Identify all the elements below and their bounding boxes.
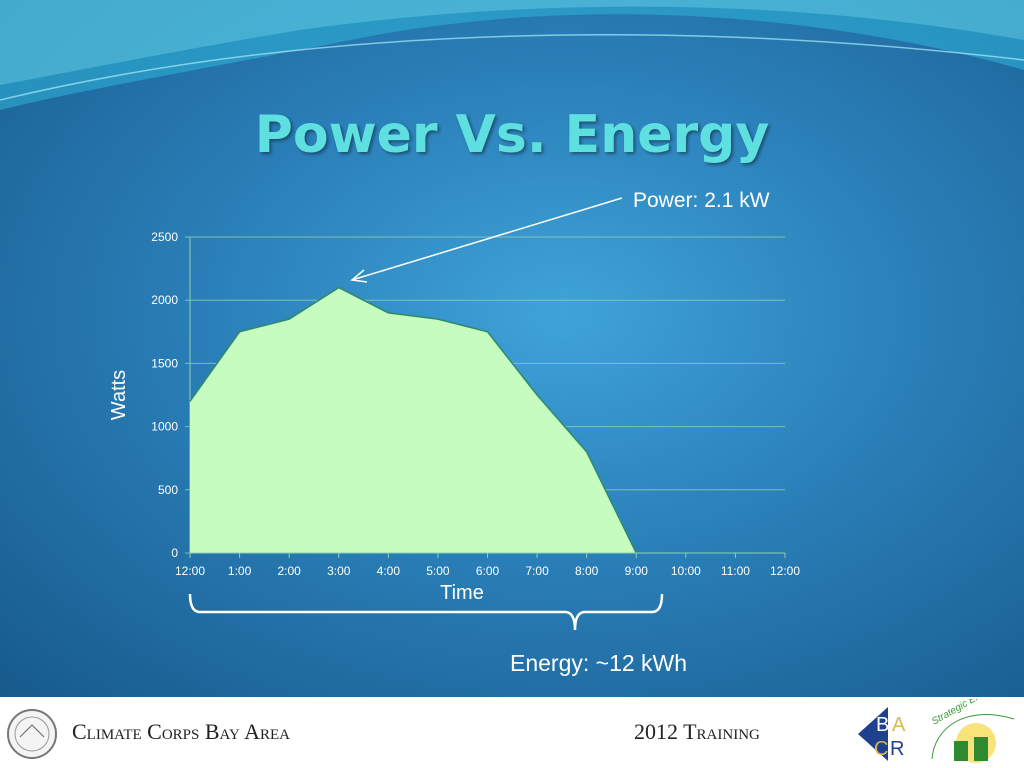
x-tick-label: 12:00 [175, 564, 205, 578]
sei-logo: Strategic Energy [930, 699, 1015, 763]
svg-text:R: R [890, 738, 904, 760]
footer: Climate Corps Bay Area 2012 Training B A… [0, 697, 1024, 768]
area-line [189, 286, 637, 554]
wave-decoration [0, 0, 1024, 110]
x-tick-label: 12:00 [770, 564, 800, 578]
x-tick-label: 2:00 [277, 564, 301, 578]
x-tick-label: 4:00 [377, 564, 401, 578]
x-tick-label: 5:00 [426, 564, 450, 578]
x-axis-label: Time [440, 582, 484, 604]
x-tick-label: 9:00 [625, 564, 649, 578]
slide-title: Power Vs. Energy [254, 105, 770, 165]
x-tick-label: 11:00 [721, 564, 750, 578]
area-chart: 0 500 1000 1500 2000 2500 12:00 1:00 2:00 3:00 4:0… [108, 189, 800, 676]
x-tick-label: 6:00 [476, 564, 500, 578]
x-tick-label: 7:00 [525, 564, 549, 578]
area-fill [190, 287, 637, 553]
power-arrow [351, 197, 623, 281]
bacr-logo: B A C R [858, 707, 918, 761]
x-tick-label: 10:00 [671, 564, 701, 578]
svg-text:B: B [876, 714, 889, 736]
svg-text:C: C [874, 738, 888, 760]
y-axis-label: Watts [108, 370, 130, 420]
y-tick-label: 2000 [151, 293, 178, 307]
x-tick-label: 3:00 [327, 564, 351, 578]
arrow-head-icon [350, 269, 368, 283]
x-tick-label: 1:00 [228, 564, 252, 578]
y-tick-label: 1500 [151, 356, 178, 370]
energy-brace [188, 593, 664, 631]
y-tick-label: 1000 [151, 420, 178, 434]
footer-training: 2012 Training [634, 719, 760, 744]
climate-corps-seal-logo [7, 709, 57, 759]
x-tick-label: 8:00 [575, 564, 599, 578]
footer-org-name: Climate Corps Bay Area [72, 719, 290, 744]
slide: Power Vs. Energy 0 500 1000 1500 2000 2500 12:… [0, 0, 1024, 697]
y-tick-label: 500 [158, 483, 178, 497]
svg-text:A: A [892, 714, 906, 736]
svg-text:Strategic Energy: Strategic Energy [930, 699, 1000, 728]
y-tick-label: 2500 [151, 230, 178, 244]
y-tick-label: 0 [171, 546, 178, 560]
power-annotation: Power: 2.1 kW [633, 189, 770, 212]
energy-annotation: Energy: ~12 kWh [510, 650, 687, 676]
